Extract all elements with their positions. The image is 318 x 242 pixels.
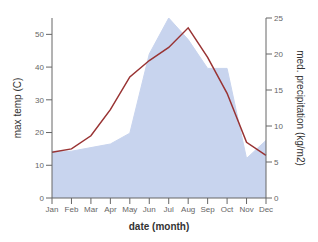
svg-text:10: 10	[274, 122, 283, 131]
svg-text:May: May	[122, 205, 137, 214]
svg-text:10: 10	[35, 161, 44, 170]
svg-text:Mar: Mar	[84, 205, 98, 214]
svg-text:0: 0	[274, 194, 279, 203]
svg-text:20: 20	[274, 50, 283, 59]
svg-text:20: 20	[35, 128, 44, 137]
svg-text:50: 50	[35, 30, 44, 39]
svg-text:Dec: Dec	[259, 205, 273, 214]
svg-text:5: 5	[274, 158, 279, 167]
svg-text:med. precipitation (kg/m2): med. precipitation (kg/m2)	[295, 50, 306, 166]
svg-text:Apr: Apr	[104, 205, 117, 214]
svg-text:Sep: Sep	[201, 205, 216, 214]
svg-text:Feb: Feb	[65, 205, 79, 214]
svg-text:30: 30	[35, 96, 44, 105]
svg-text:date (month): date (month)	[129, 221, 190, 232]
svg-text:Aug: Aug	[181, 205, 195, 214]
svg-text:Jun: Jun	[143, 205, 156, 214]
svg-text:Jul: Jul	[164, 205, 174, 214]
svg-text:max temp (C): max temp (C)	[12, 78, 23, 139]
svg-text:40: 40	[35, 63, 44, 72]
svg-text:15: 15	[274, 86, 283, 95]
svg-text:Jan: Jan	[46, 205, 59, 214]
svg-text:Nov: Nov	[239, 205, 253, 214]
svg-text:0: 0	[40, 194, 45, 203]
svg-text:Oct: Oct	[221, 205, 234, 214]
svg-text:25: 25	[274, 14, 283, 23]
